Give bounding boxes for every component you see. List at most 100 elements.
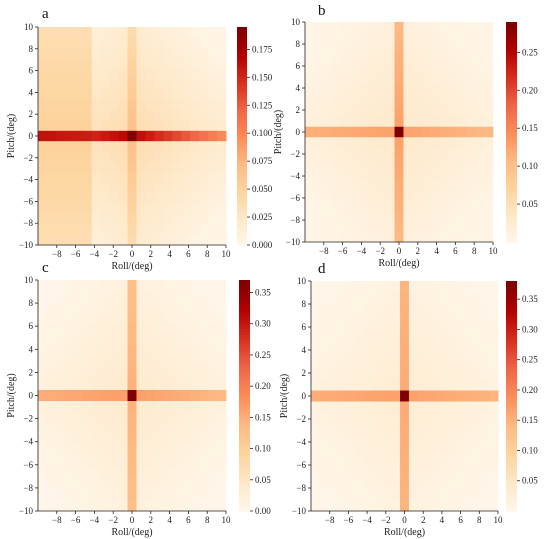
heatmap-cell: [217, 489, 227, 501]
heatmap-cell: [64, 58, 75, 69]
x-tick-label: −4: [357, 246, 367, 256]
heatmap-cell: [55, 182, 66, 194]
heatmap-cell: [484, 74, 494, 86]
colorbar-segment: [239, 334, 250, 339]
colorbar-segment: [506, 203, 517, 207]
heatmap-cell: [466, 231, 476, 243]
colorbar-segment: [506, 295, 517, 299]
heatmap-cell: [208, 390, 218, 402]
heatmap-cell: [475, 42, 485, 54]
heatmap-cell: [346, 302, 356, 315]
heatmap-cell: [457, 200, 467, 211]
heatmap-cell: [91, 27, 102, 38]
heatmap-cell: [118, 291, 128, 303]
colorbar-segment: [239, 430, 250, 434]
heatmap-cell: [190, 412, 200, 424]
heatmap-cell: [417, 478, 428, 490]
colorbar-segment: [506, 79, 517, 83]
colorbar-segment: [237, 242, 247, 246]
heatmap-cell: [190, 313, 200, 325]
heatmap-cell: [462, 434, 472, 446]
heatmap-cell: [190, 335, 200, 347]
heatmap-cell: [457, 22, 467, 33]
heatmap-cell: [313, 95, 324, 107]
x-tick-label: 2: [416, 246, 421, 256]
heatmap-cell: [457, 53, 467, 65]
heatmap-cell: [109, 478, 119, 490]
colorbar-segment: [506, 476, 517, 480]
heatmap-cell: [109, 390, 119, 402]
heatmap-cell: [172, 434, 182, 446]
colorbar-segment: [237, 174, 247, 178]
heatmap-cell: [426, 302, 437, 315]
heatmap-cell: [55, 368, 66, 380]
heatmap-cell: [385, 22, 395, 33]
heatmap-cell: [82, 500, 93, 512]
heatmap-cell: [154, 27, 164, 38]
heatmap-cell: [82, 78, 93, 90]
heatmap-cell: [319, 313, 330, 326]
heatmap-cell: [358, 189, 369, 201]
heatmap-cell: [313, 84, 324, 96]
heatmap-cell: [480, 357, 490, 370]
heatmap-cell: [305, 179, 315, 191]
heatmap-cell: [163, 346, 173, 358]
heatmap-cell: [305, 95, 315, 107]
heatmap-cell: [55, 58, 66, 69]
heatmap-cell: [466, 116, 476, 128]
heatmap-cell: [190, 161, 200, 173]
y-tick-label: 6: [29, 66, 34, 76]
heatmap-cell: [145, 141, 155, 152]
colorbar-segment: [239, 401, 250, 405]
heatmap-cell: [400, 467, 410, 479]
heatmap-cell: [349, 147, 360, 159]
heatmap-cell: [127, 89, 137, 101]
heatmap-cell: [448, 189, 458, 201]
heatmap-cell: [199, 78, 209, 90]
heatmap-cell: [439, 189, 449, 201]
heatmap-cell: [118, 68, 128, 80]
heatmap-cell: [46, 489, 57, 501]
heatmap-cell: [172, 401, 182, 413]
heatmap-cell: [163, 357, 173, 369]
colorbar-segment: [506, 396, 517, 400]
heatmap-cell: [38, 203, 48, 215]
heatmap-cell: [331, 158, 342, 170]
colorbar-segment: [506, 209, 517, 213]
heatmap-cell: [91, 335, 102, 347]
heatmap-cell: [217, 234, 227, 246]
colorbar: 0.000.050.100.150.200.250.300.35: [239, 280, 271, 516]
heatmap-cell: [145, 368, 155, 380]
heatmap-cell: [100, 89, 111, 101]
heatmap-cell: [181, 456, 191, 468]
heatmap-cell: [109, 234, 119, 246]
heatmap-cell: [55, 291, 66, 303]
heatmap-cell: [453, 313, 463, 326]
heatmap-cell: [403, 158, 413, 170]
heatmap-cell: [154, 313, 164, 325]
heatmap-cell: [217, 346, 227, 358]
heatmap-cell: [38, 182, 48, 194]
heatmap-cell: [337, 302, 348, 315]
heatmap-cell: [145, 401, 155, 413]
heatmap-cell: [217, 445, 227, 457]
heatmap-cell: [172, 172, 182, 184]
colorbar-segment: [237, 95, 247, 99]
colorbar-segment: [237, 56, 247, 61]
heatmap-cell: [426, 478, 437, 490]
heatmap-cell: [55, 313, 66, 325]
heatmap-cell: [349, 210, 360, 222]
heatmap-cell: [489, 379, 499, 391]
heatmap-cell: [331, 105, 342, 117]
heatmap-cell: [337, 489, 348, 501]
heatmap-cell: [328, 423, 339, 435]
heatmap-cell: [439, 42, 449, 54]
heatmap-cell: [412, 147, 422, 159]
heatmap-cell: [91, 141, 102, 152]
colorbar-tick-label: 0.15: [522, 123, 538, 133]
heatmap-cell: [313, 105, 324, 117]
heatmap-cell: [38, 151, 48, 163]
heatmap-cell: [475, 147, 485, 159]
colorbar-segment: [239, 433, 250, 437]
heatmap-cell: [408, 302, 419, 315]
